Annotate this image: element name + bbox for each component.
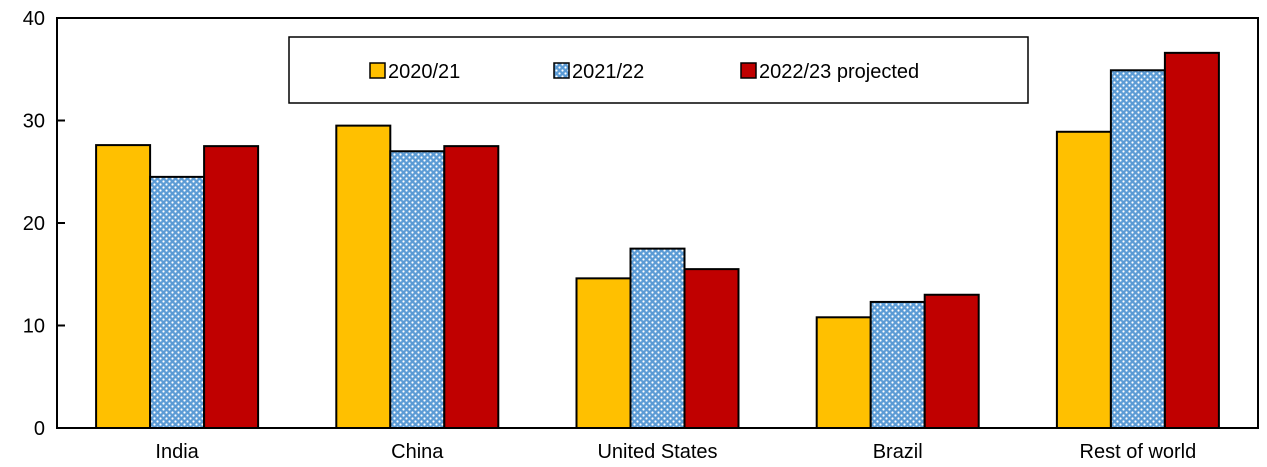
bar-china-2021-22 — [389, 150, 446, 429]
bar-brazil-2020-21 — [815, 316, 872, 429]
bar-united-states-2022-23-projected — [683, 268, 740, 429]
bars-layer — [95, 51, 1220, 430]
x-tick-label: Brazil — [873, 441, 923, 463]
bar-rest-of-world-2022-23-projected — [1163, 51, 1220, 429]
x-tick-label: United States — [597, 441, 717, 463]
bar-india-2020-21 — [95, 144, 152, 429]
bar-india-2021-22 — [149, 175, 206, 429]
bar-united-states-2021-22 — [629, 247, 686, 429]
bar-united-states-2020-21 — [575, 277, 632, 429]
bar-brazil-2022-23-projected — [923, 293, 980, 429]
bar-india-2022-23-projected — [203, 145, 260, 429]
legend: 2020/21 2021/22 2022/23 projected — [288, 36, 1029, 104]
x-tick-label: India — [155, 441, 199, 463]
y-tick-label: 10 — [23, 316, 45, 338]
y-tick-label: 30 — [23, 111, 45, 133]
bar-china-2020-21 — [335, 124, 392, 429]
y-tick-label: 40 — [23, 8, 45, 30]
legend-box — [288, 36, 1029, 104]
bar-rest-of-world-2020-21 — [1055, 130, 1112, 429]
legend-label: 2022/23 projected — [759, 61, 919, 83]
bar-china-2022-23-projected — [443, 145, 500, 429]
axes-layer: India China United States Brazil Rest of wor… — [23, 8, 1259, 463]
legend-label: 2021/22 — [572, 61, 644, 83]
legend-swatch — [553, 62, 570, 79]
bar-rest-of-world-2021-22 — [1109, 69, 1166, 430]
bar-brazil-2021-22 — [869, 300, 926, 429]
legend-swatch — [369, 62, 386, 79]
legend-label: 2020/21 — [388, 61, 460, 83]
y-tick-label: 20 — [23, 213, 45, 235]
y-tick-label: 0 — [34, 418, 45, 440]
x-tick-label: Rest of world — [1080, 441, 1197, 463]
x-tick-label: China — [391, 441, 444, 463]
legend-swatch — [740, 62, 757, 79]
